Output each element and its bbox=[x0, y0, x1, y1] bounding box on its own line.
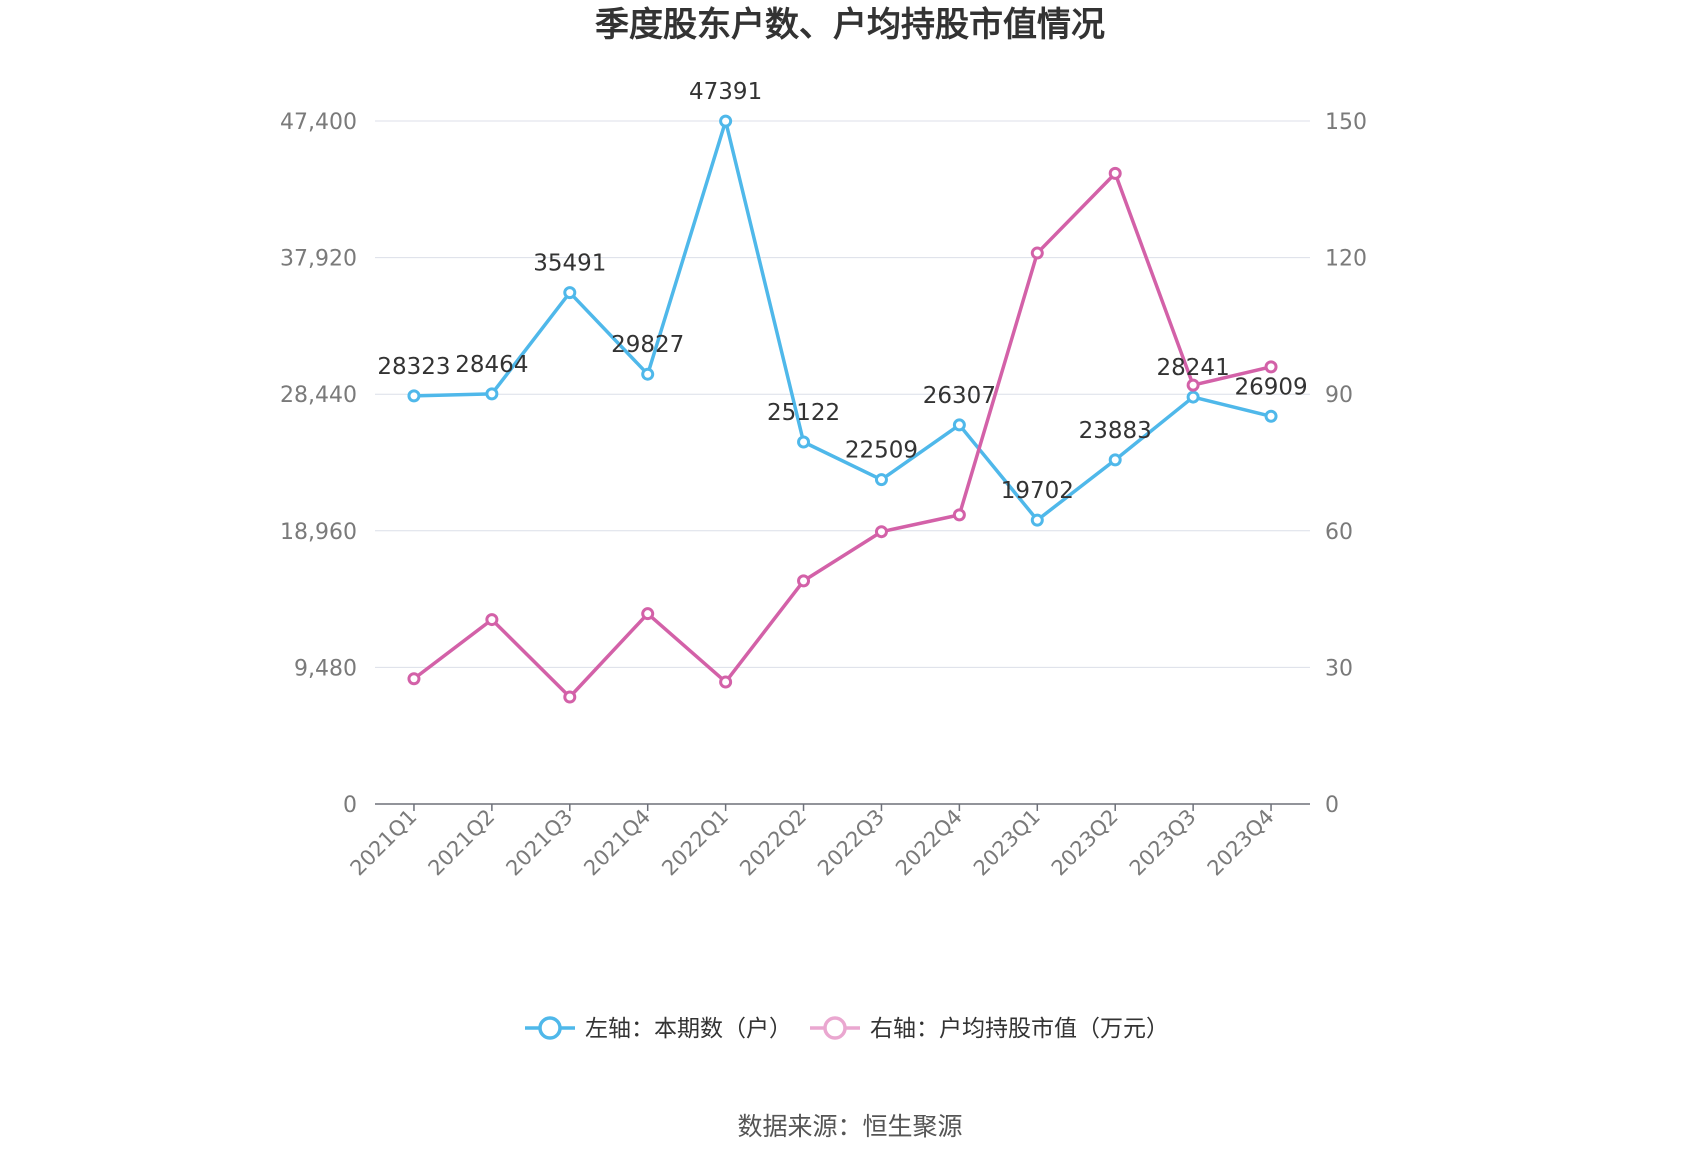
data-label: 35491 bbox=[533, 251, 606, 277]
legend-item-2: 右轴：户均持股市值（万元） bbox=[810, 1016, 1169, 1042]
x-tick-label: 2023Q3 bbox=[1125, 805, 1201, 881]
x-tick-label: 2022Q3 bbox=[813, 805, 889, 881]
y-left-tick-label: 28,440 bbox=[280, 383, 357, 408]
x-tick-label: 2022Q1 bbox=[657, 805, 733, 881]
data-point bbox=[485, 613, 499, 627]
y-right-tick-label: 60 bbox=[1325, 520, 1353, 545]
x-tick-label: 2023Q1 bbox=[969, 805, 1045, 881]
data-label: 25122 bbox=[767, 400, 840, 426]
data-point bbox=[1186, 378, 1200, 392]
series-line bbox=[412, 171, 1272, 699]
data-label: 28323 bbox=[377, 354, 450, 380]
x-tick-label: 2022Q4 bbox=[891, 805, 967, 881]
data-point bbox=[952, 508, 966, 522]
data-point bbox=[485, 387, 499, 401]
data-point bbox=[874, 473, 888, 487]
data-point bbox=[407, 672, 421, 686]
y-right-tick-label: 90 bbox=[1325, 383, 1353, 408]
data-label: 26307 bbox=[923, 383, 996, 409]
y-left-tick-label: 0 bbox=[343, 793, 357, 818]
x-tick-label: 2021Q2 bbox=[424, 805, 500, 881]
data-point bbox=[952, 418, 966, 432]
data-point bbox=[1030, 246, 1044, 260]
y-right-tick-label: 30 bbox=[1325, 656, 1353, 681]
data-point bbox=[1108, 453, 1122, 467]
data-point bbox=[407, 389, 421, 403]
x-tick-label: 2021Q4 bbox=[579, 805, 655, 881]
grid-lines bbox=[375, 120, 1310, 668]
data-label: 28464 bbox=[455, 352, 528, 378]
legend-label: 右轴：户均持股市值（万元） bbox=[870, 1016, 1169, 1042]
series-1 bbox=[407, 114, 1278, 527]
x-tick-label: 2022Q2 bbox=[735, 805, 811, 881]
y-left-tick-label: 47,400 bbox=[280, 110, 357, 135]
legend-item-1: 左轴：本期数（户） bbox=[525, 1016, 792, 1042]
x-tick-label: 2021Q3 bbox=[501, 805, 577, 881]
y-right-tick-label: 0 bbox=[1325, 793, 1339, 818]
data-label: 26909 bbox=[1234, 374, 1307, 400]
x-tick-label: 2023Q4 bbox=[1203, 805, 1279, 881]
legend-circle-icon bbox=[823, 1016, 847, 1040]
y-right-tick-label: 150 bbox=[1325, 110, 1367, 135]
series-2 bbox=[407, 166, 1278, 704]
data-point bbox=[1108, 166, 1122, 180]
legend: 左轴：本期数（户） 右轴：户均持股市值（万元） bbox=[525, 1016, 1169, 1042]
data-point bbox=[1264, 409, 1278, 423]
data-label: 22509 bbox=[845, 438, 918, 464]
data-point bbox=[1030, 513, 1044, 527]
data-label: 23883 bbox=[1079, 418, 1152, 444]
data-source: 数据来源：恒生聚源 bbox=[737, 1112, 962, 1141]
x-tick-label: 2023Q2 bbox=[1047, 805, 1123, 881]
y-left-tick-label: 37,920 bbox=[280, 247, 357, 272]
data-point bbox=[719, 675, 733, 689]
chart-title: 季度股东户数、户均持股市值情况 bbox=[595, 5, 1105, 45]
data-label: 47391 bbox=[689, 79, 762, 105]
y-left-tick-label: 18,960 bbox=[280, 520, 357, 545]
y-axis-right: 0 30 60 90 120 150 bbox=[1325, 110, 1367, 818]
x-axis: 2021Q1 2021Q2 2021Q3 2021Q4 2022Q1 2022Q2 2022… bbox=[346, 803, 1310, 881]
data-label: 19702 bbox=[1001, 478, 1074, 504]
data-point bbox=[563, 286, 577, 300]
data-point bbox=[797, 574, 811, 588]
y-left-tick-label: 9,480 bbox=[294, 656, 357, 681]
data-point bbox=[641, 367, 655, 381]
legend-circle-icon bbox=[538, 1016, 562, 1040]
data-point bbox=[719, 114, 733, 128]
data-label: 29827 bbox=[611, 332, 684, 358]
legend-label: 左轴：本期数（户） bbox=[585, 1016, 792, 1042]
series-layer bbox=[407, 114, 1278, 704]
data-point bbox=[563, 690, 577, 704]
data-point bbox=[1186, 390, 1200, 404]
data-label: 28241 bbox=[1157, 355, 1230, 381]
series-line bbox=[413, 119, 1272, 522]
data-point bbox=[874, 525, 888, 539]
y-right-tick-label: 120 bbox=[1325, 247, 1367, 272]
data-point bbox=[1264, 360, 1278, 374]
data-point bbox=[797, 435, 811, 449]
data-point bbox=[641, 607, 655, 621]
y-axis-left: 0 9,480 18,960 28,440 37,920 47,400 bbox=[280, 110, 357, 818]
